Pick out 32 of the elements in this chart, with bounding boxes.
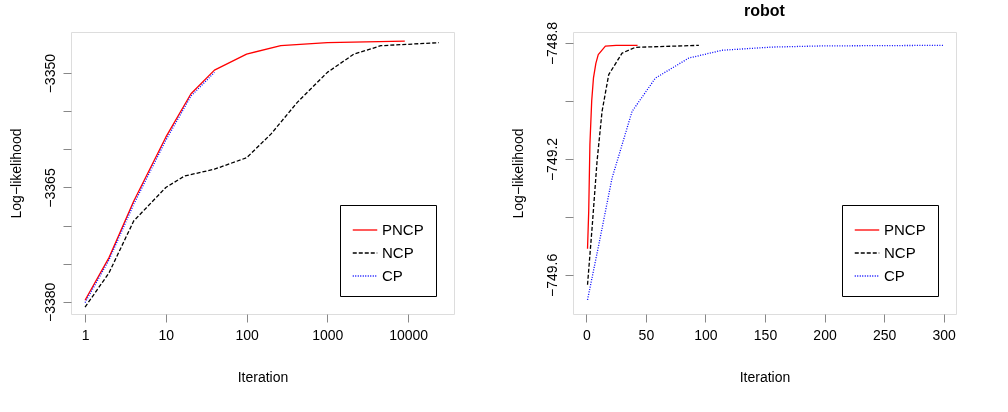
- legend-label: CP: [884, 267, 905, 284]
- y-tick-label: −749.2: [543, 137, 560, 182]
- y-axis-title: Log−likelihood: [509, 128, 526, 219]
- line-series: [586, 44, 639, 250]
- x-tick-label: 1: [81, 326, 90, 343]
- y-tick-label: −3365: [41, 168, 58, 208]
- x-tick-label: 250: [872, 326, 897, 343]
- x-tick-label: 100: [235, 326, 259, 343]
- legend-label: CP: [382, 267, 403, 284]
- x-axis-title: Iteration: [739, 368, 791, 385]
- x-tick-label: 300: [932, 326, 957, 343]
- x-tick-label: 0: [582, 326, 591, 343]
- y-tick-label: −749.6: [543, 253, 560, 297]
- line-series: [586, 44, 700, 286]
- legend-label: NCP: [884, 244, 916, 261]
- x-tick-label: 200: [813, 326, 837, 343]
- y-tick-label: −3350: [41, 53, 58, 94]
- x-tick-label: 1000: [312, 326, 344, 343]
- x-tick-label: 10000: [389, 326, 429, 343]
- y-axis-title: Log−likelihood: [7, 128, 24, 219]
- x-tick-label: 50: [638, 326, 655, 343]
- x-tick-label: 10: [158, 326, 175, 343]
- y-tick-label: −3380: [41, 282, 58, 322]
- legend-label: NCP: [382, 244, 414, 261]
- y-tick-label: −748.8: [543, 21, 560, 66]
- legend-label: PNCP: [382, 221, 424, 238]
- chart-title: robot: [744, 2, 786, 20]
- x-axis-title: Iteration: [237, 368, 289, 385]
- legend-label: PNCP: [884, 221, 926, 238]
- line-series: [586, 44, 945, 301]
- x-tick-label: 100: [694, 326, 718, 343]
- x-tick-label: 150: [753, 326, 778, 343]
